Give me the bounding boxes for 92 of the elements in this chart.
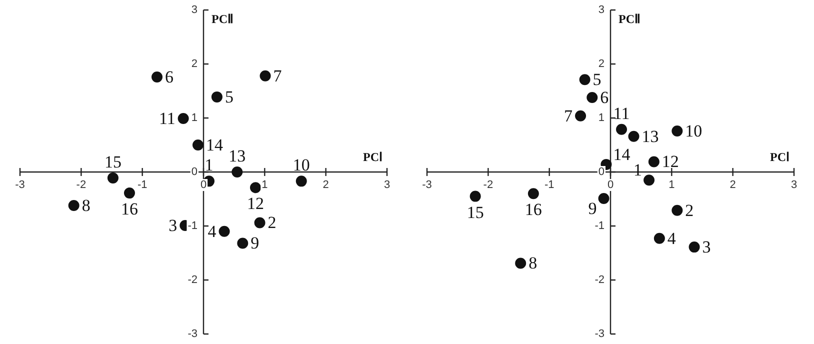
annotation: 11 — [158, 109, 176, 128]
x-tick-label: 2 — [730, 179, 736, 192]
point — [254, 217, 266, 228]
x-tick-label: 0 — [200, 179, 207, 192]
y-tick-label: 3 — [191, 4, 198, 16]
annotation: 9 — [250, 234, 260, 253]
y-axis-title: PCⅡ — [212, 12, 234, 26]
point — [528, 188, 539, 200]
annotation: 10 — [292, 156, 310, 175]
y-tick-label: 3 — [598, 4, 605, 16]
point — [598, 192, 610, 204]
point — [672, 125, 683, 136]
x-tick-label: -3 — [422, 179, 432, 192]
annotation: 12 — [662, 152, 679, 172]
annotation: 4 — [667, 228, 676, 248]
x-tick-label: 3 — [790, 179, 798, 192]
annotation: 13 — [228, 146, 246, 166]
annotation: 8 — [528, 254, 538, 273]
point — [688, 242, 700, 253]
point — [654, 232, 665, 244]
annotation: 11 — [613, 104, 630, 123]
y-tick-label: 1 — [191, 112, 198, 124]
annotation: 12 — [246, 194, 264, 214]
point — [644, 174, 655, 186]
y-tick-label: -3 — [594, 328, 604, 340]
annotation: 2 — [268, 213, 276, 232]
annotation: 8 — [82, 196, 90, 215]
annotation: 16 — [120, 200, 138, 219]
annotation: 13 — [642, 126, 659, 146]
annotation: 5 — [592, 70, 602, 90]
point — [616, 124, 628, 135]
y-tick-label: -1 — [594, 220, 604, 232]
point — [178, 113, 189, 124]
y-tick-label: -2 — [188, 274, 198, 286]
point — [237, 238, 248, 249]
annotation: 2 — [685, 200, 694, 220]
point — [296, 176, 307, 187]
point — [218, 226, 230, 237]
x-tick-label: -2 — [483, 179, 494, 192]
annotation: 1 — [204, 156, 214, 175]
x-tick-label: -3 — [15, 179, 25, 192]
x-tick-label: 2 — [322, 179, 329, 192]
y-tick-label: 0 — [191, 166, 198, 178]
annotation: 15 — [466, 202, 484, 222]
y-tick-label: 1 — [598, 112, 605, 124]
point — [232, 166, 243, 178]
point — [107, 172, 118, 184]
x-tick-label: 3 — [384, 179, 390, 192]
annotation: 3 — [702, 238, 711, 257]
annotation: 5 — [224, 87, 234, 106]
annotation: 4 — [208, 222, 217, 241]
x-tick-label: -1 — [137, 179, 148, 192]
x-tick-label: 1 — [262, 179, 268, 192]
point — [648, 156, 660, 168]
point — [470, 190, 481, 202]
annotation: 6 — [600, 88, 609, 107]
point — [575, 110, 586, 122]
point — [152, 71, 163, 82]
annotation: 16 — [524, 200, 542, 220]
y-axis-title: PCⅡ — [618, 12, 640, 26]
point — [124, 188, 135, 199]
x-tick-label: -1 — [544, 179, 554, 192]
annotation: 10 — [685, 121, 702, 140]
y-tick-label: -3 — [188, 328, 198, 340]
point — [628, 130, 640, 142]
point — [68, 200, 80, 211]
y-tick-label: -2 — [594, 274, 604, 286]
x-tick-label: 1 — [668, 179, 675, 192]
point — [250, 182, 261, 194]
x-axis-title: PCⅠ — [363, 150, 383, 164]
y-tick-label: 0 — [598, 166, 605, 178]
annotation: 9 — [588, 198, 597, 218]
annotation: 15 — [104, 152, 122, 172]
y-tick-label: 2 — [598, 58, 605, 70]
point — [586, 92, 598, 103]
annotation: 7 — [273, 66, 282, 86]
y-tick-label: -1 — [188, 220, 198, 232]
point — [260, 70, 271, 82]
point — [515, 258, 526, 269]
annotation: 14 — [613, 144, 631, 164]
point — [192, 140, 204, 150]
y-tick-label: 2 — [191, 58, 198, 70]
x-tick-label: -2 — [76, 179, 86, 192]
annotation: 6 — [165, 67, 174, 86]
x-axis-title: PCⅠ — [770, 150, 790, 164]
annotation: 14 — [206, 135, 224, 154]
annotation: 3 — [168, 216, 178, 235]
point — [211, 91, 222, 102]
annotation: 7 — [564, 106, 574, 126]
point — [672, 204, 683, 216]
point — [579, 74, 590, 86]
x-tick-label: 0 — [607, 179, 614, 192]
